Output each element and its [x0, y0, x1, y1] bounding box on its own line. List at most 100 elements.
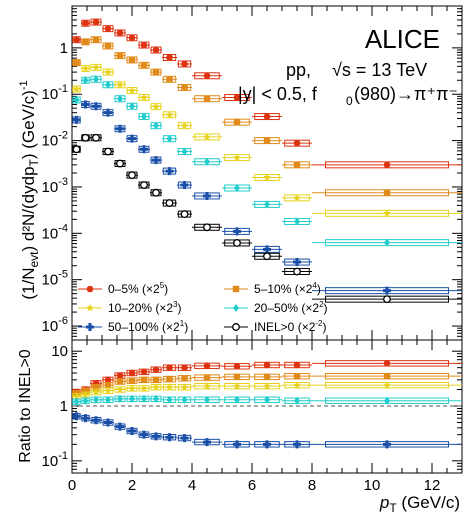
- data-point: [293, 361, 301, 369]
- data-point: [264, 395, 270, 404]
- legend-label: 10–20% (×23): [108, 300, 182, 315]
- top-y-tick-label: 10-2: [42, 130, 68, 150]
- data-point: [104, 147, 112, 156]
- data-point: [93, 395, 99, 404]
- data-point: [263, 245, 271, 254]
- bottom-y-tick-label: 10-1: [42, 450, 68, 470]
- data-point: [293, 440, 301, 449]
- data-point: [92, 133, 100, 142]
- data-point: [116, 372, 124, 379]
- data-point: [233, 363, 241, 370]
- data-point: [181, 395, 188, 404]
- series-5: [72, 412, 462, 449]
- data-point: [233, 382, 241, 390]
- legend-entry: 20–50% (×22): [224, 300, 328, 315]
- legend-label: 50–100% (×21): [108, 319, 188, 334]
- data-point: [152, 156, 160, 165]
- data-point: [82, 396, 89, 405]
- data-point: [81, 390, 90, 399]
- data-point: [104, 386, 112, 394]
- legend: 0–5% (×25) 5–10% (×24) 10–20% (×23) 20–50% …: [78, 281, 328, 334]
- data-point: [233, 373, 241, 381]
- data-point: [203, 374, 211, 381]
- data-point: [128, 377, 136, 384]
- data-point: [383, 360, 391, 367]
- data-point: [140, 181, 148, 189]
- data-point: [105, 395, 111, 404]
- data-point: [128, 427, 136, 436]
- data-point: [166, 76, 173, 83]
- data-point: [234, 183, 240, 192]
- data-point: [82, 387, 89, 394]
- data-point: [152, 366, 160, 373]
- bottom-y-axis: 10-1 1 10: [42, 343, 462, 474]
- data-point: [140, 384, 148, 392]
- data-point: [181, 364, 188, 371]
- x-tick-label: 12: [424, 477, 441, 494]
- data-point: [73, 96, 80, 105]
- data-point: [204, 395, 210, 404]
- legend-label: 5–10% (×24): [254, 281, 321, 296]
- x-axis-title: pT (GeV/c): [379, 493, 460, 515]
- data-point: [92, 63, 100, 71]
- data-point: [129, 102, 135, 111]
- data-point: [181, 84, 188, 91]
- legend-marker: [233, 304, 239, 312]
- data-point: [152, 188, 160, 197]
- x-tick-label: 10: [364, 477, 381, 494]
- data-point: [81, 100, 90, 109]
- data-point: [383, 286, 391, 295]
- series-2: [72, 372, 462, 397]
- data-point: [294, 217, 300, 226]
- series-4: [72, 394, 462, 406]
- top-y-tick-label: 10-1: [42, 83, 68, 103]
- bottom-plot-area: [72, 360, 462, 449]
- data-point: [140, 62, 148, 69]
- legend-marker: [86, 323, 94, 331]
- top-y-axis: 10-6 10-5 10-4 10-3 10-2 10-1 1: [42, 5, 462, 341]
- data-point: [233, 153, 241, 161]
- data-point: [181, 375, 188, 382]
- svg-text:√s = 13 TeV: √s = 13 TeV: [332, 60, 427, 80]
- data-point: [203, 382, 211, 390]
- data-point: [116, 385, 124, 393]
- data-point: [233, 118, 241, 126]
- data-point: [116, 80, 124, 88]
- svg-text:(1/Nevt) d²N/(dydpT) (GeV/c)-1: (1/Nevt) d²N/(dydpT) (GeV/c)-1: [18, 80, 41, 299]
- system-label: pp, √s = 13 TeV: [286, 60, 427, 80]
- data-point: [128, 171, 136, 180]
- series-2: [72, 36, 462, 197]
- data-point: [104, 381, 112, 389]
- x-tick-label: 0: [68, 477, 76, 494]
- data-point: [140, 93, 148, 101]
- data-point: [165, 199, 174, 207]
- legend-entry: INEL>0 (×2-2): [224, 319, 327, 334]
- data-point: [166, 395, 173, 404]
- data-point: [153, 121, 159, 130]
- top-plot-area: [72, 18, 462, 304]
- data-point: [180, 383, 189, 391]
- data-point: [104, 68, 112, 76]
- data-point: [383, 372, 391, 380]
- data-point: [117, 94, 123, 103]
- data-point: [165, 110, 174, 119]
- data-point: [116, 29, 124, 37]
- data-point: [166, 364, 173, 371]
- data-point: [165, 167, 174, 176]
- data-point: [203, 438, 211, 447]
- legend-marker: [86, 304, 94, 312]
- bottom-y-axis-title: Ratio to INEL>0: [17, 349, 34, 463]
- data-point: [203, 72, 211, 80]
- data-point: [264, 200, 270, 209]
- data-point: [204, 157, 210, 166]
- data-point: [105, 80, 111, 89]
- legend-label: 0–5% (×25): [108, 281, 168, 296]
- data-point: [165, 383, 174, 391]
- data-point: [128, 134, 136, 143]
- data-point: [73, 59, 80, 66]
- data-point: [81, 133, 90, 142]
- data-point: [293, 381, 301, 389]
- data-point: [116, 52, 124, 59]
- data-point: [104, 418, 112, 427]
- legend-entry: 0–5% (×25): [78, 281, 168, 296]
